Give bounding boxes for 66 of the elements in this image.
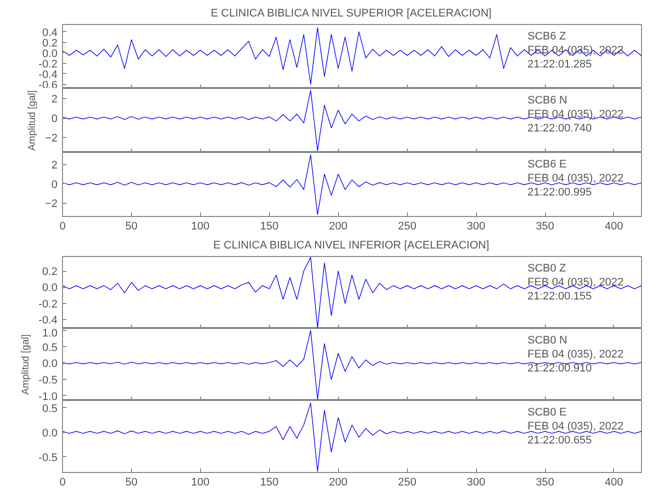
annotation: SCB0 Z — [528, 262, 566, 274]
annotation: SCB6 Z — [528, 30, 566, 42]
y-tick-label: 0.2 — [42, 266, 58, 278]
y-tick-label: 0.0 — [42, 427, 58, 440]
annotation: SCB0 N — [528, 334, 568, 346]
x-tick-label: 50 — [125, 476, 138, 488]
y-tick-label: 0.0 — [42, 358, 58, 370]
y-axis-title: Amplitud [gal] — [20, 334, 32, 395]
y-tick-label: -0.4 — [38, 314, 58, 327]
x-tick-label: 200 — [329, 476, 348, 488]
chart-title: E CLINICA BIBLICA NIVEL INFERIOR [ACELERACION] — [213, 240, 490, 252]
annotation: FEB 04 (035), 2022 — [528, 172, 624, 184]
annotation: 21:22:00.910 — [528, 362, 592, 374]
annotation: 21:22:01.285 — [528, 58, 592, 70]
y-tick-label: −2 — [44, 132, 58, 145]
y-tick-label: 2 — [51, 160, 58, 172]
y-tick-label: 0.0 — [42, 282, 58, 294]
line-series — [62, 154, 642, 215]
chart-title: E CLINICA BIBLICA NIVEL SUPERIOR [ACELERACION] — [210, 8, 492, 20]
y-axis-title: Amplitud [gal] — [26, 90, 38, 151]
annotation: FEB 04 (035), 2022 — [528, 348, 624, 360]
annotation: 21:22:00.155 — [528, 290, 592, 302]
y-tick-label: −2 — [44, 198, 58, 210]
annotation: 21:22:00.995 — [528, 186, 592, 198]
y-tick-label: 0 — [51, 113, 58, 126]
x-tick-label: 50 — [125, 220, 138, 232]
x-tick-label: 250 — [398, 476, 416, 488]
x-tick-label: 200 — [329, 220, 348, 232]
y-tick-label: -1.0 — [38, 390, 58, 403]
y-tick-label: 0.5 — [42, 402, 58, 415]
x-tick-label: 350 — [536, 220, 554, 232]
x-tick-label: 250 — [398, 220, 416, 232]
annotation: 21:22:00.740 — [528, 122, 592, 134]
x-tick-label: 150 — [260, 220, 278, 232]
annotation: FEB 04 (035), 2022 — [528, 420, 624, 432]
x-tick-label: 100 — [191, 220, 210, 232]
annotation: SCB6 N — [528, 94, 568, 106]
y-tick-label: 0.0 — [42, 48, 58, 60]
y-tick-label: -0.6 — [38, 79, 58, 92]
line-series — [62, 402, 642, 472]
y-tick-label: 0 — [51, 178, 58, 191]
annotation: SCB6 E — [528, 158, 567, 170]
x-tick-label: 400 — [604, 476, 624, 488]
annotation: FEB 04 (035), 2022 — [528, 108, 624, 120]
annotation: 21:22:00.655 — [528, 434, 592, 446]
y-tick-label: 0.2 — [42, 37, 58, 50]
x-tick-label: 100 — [191, 476, 210, 488]
y-tick-label: -0.2 — [38, 58, 58, 70]
annotation: FEB 04 (035), 2022 — [528, 276, 624, 288]
y-tick-label: -0.2 — [38, 298, 58, 310]
x-tick-label: 400 — [604, 220, 624, 232]
x-tick-label: 150 — [260, 476, 278, 488]
x-tick-label: 300 — [466, 476, 486, 488]
x-tick-label: 0 — [59, 476, 66, 488]
x-tick-label: 300 — [466, 220, 486, 232]
annotation: SCB0 E — [528, 406, 567, 418]
line-series — [62, 27, 642, 85]
x-tick-label: 350 — [536, 476, 554, 488]
y-tick-label: -0.4 — [38, 68, 58, 81]
y-tick-label: -0.5 — [38, 452, 58, 464]
y-tick-label: 0.5 — [42, 342, 58, 354]
y-tick-label: 1.0 — [42, 328, 58, 340]
y-tick-label: 2 — [51, 93, 58, 106]
x-tick-label: 0 — [59, 220, 66, 232]
y-tick-label: 0.4 — [42, 26, 58, 39]
y-tick-label: -0.5 — [38, 374, 58, 387]
